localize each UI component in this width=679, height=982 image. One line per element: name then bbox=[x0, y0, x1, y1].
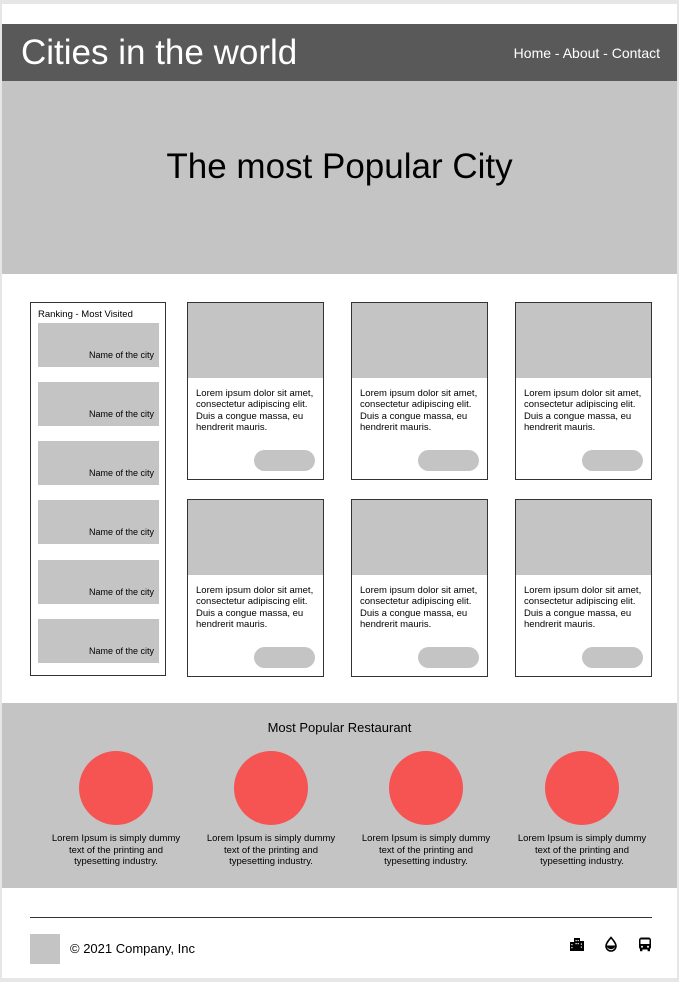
card-button[interactable] bbox=[418, 450, 479, 471]
site-title: Cities in the world bbox=[21, 33, 298, 72]
ranking-item[interactable]: Name of the city bbox=[38, 619, 159, 663]
card-button[interactable] bbox=[254, 647, 315, 668]
company-logo bbox=[30, 934, 60, 964]
nav-contact-link[interactable]: Contact bbox=[611, 45, 660, 61]
card-button[interactable] bbox=[254, 450, 315, 471]
bus-icon[interactable] bbox=[637, 936, 653, 952]
restaurant-item: Lorem Ipsum is simply dummy text of the … bbox=[206, 751, 336, 868]
restaurant-text: Lorem Ipsum is simply dummy text of the … bbox=[51, 833, 181, 867]
card-image bbox=[188, 500, 323, 575]
card-text: Lorem ipsum dolor sit amet, consectetur … bbox=[360, 585, 478, 630]
hero-banner: The most Popular City bbox=[2, 81, 677, 274]
city-icon[interactable] bbox=[569, 936, 585, 952]
page: Cities in the world Home - About - Conta… bbox=[2, 4, 677, 978]
ranking-panel: Ranking - Most Visited Name of the city … bbox=[30, 302, 166, 676]
restaurant-image[interactable] bbox=[234, 751, 308, 825]
card-button[interactable] bbox=[582, 647, 643, 668]
card-image bbox=[352, 303, 487, 378]
card-text: Lorem ipsum dolor sit amet, consectetur … bbox=[196, 585, 314, 630]
nav-separator: - bbox=[599, 45, 612, 61]
card-button[interactable] bbox=[418, 647, 479, 668]
restaurants-title: Most Popular Restaurant bbox=[267, 720, 412, 735]
ranking-item-label: Name of the city bbox=[88, 468, 154, 478]
restaurant-text: Lorem Ipsum is simply dummy text of the … bbox=[361, 833, 491, 867]
ranking-item[interactable]: Name of the city bbox=[38, 560, 159, 604]
hero-title: The most Popular City bbox=[166, 147, 513, 186]
restaurant-item: Lorem Ipsum is simply dummy text of the … bbox=[361, 751, 491, 868]
card-image bbox=[188, 303, 323, 378]
ranking-item[interactable]: Name of the city bbox=[38, 382, 159, 426]
footer-divider bbox=[30, 917, 652, 918]
restaurant-image[interactable] bbox=[79, 751, 153, 825]
restaurant-image[interactable] bbox=[389, 751, 463, 825]
restaurants-section: Most Popular Restaurant Lorem Ipsum is s… bbox=[2, 703, 677, 888]
copyright-text: © 2021 Company, Inc bbox=[70, 941, 195, 956]
card-button[interactable] bbox=[582, 450, 643, 471]
city-card: Lorem ipsum dolor sit amet, consectetur … bbox=[187, 499, 324, 677]
nav-separator: - bbox=[551, 45, 563, 61]
card-image bbox=[352, 500, 487, 575]
restaurant-item: Lorem Ipsum is simply dummy text of the … bbox=[517, 751, 647, 868]
nav-home-link[interactable]: Home bbox=[513, 45, 552, 61]
header: Cities in the world Home - About - Conta… bbox=[2, 24, 677, 81]
restaurant-image[interactable] bbox=[545, 751, 619, 825]
city-card: Lorem ipsum dolor sit amet, consectetur … bbox=[515, 302, 652, 480]
restaurant-item: Lorem Ipsum is simply dummy text of the … bbox=[51, 751, 181, 868]
city-card: Lorem ipsum dolor sit amet, consectetur … bbox=[515, 499, 652, 677]
ranking-item-label: Name of the city bbox=[88, 527, 154, 537]
card-image bbox=[516, 303, 651, 378]
card-text: Lorem ipsum dolor sit amet, consectetur … bbox=[360, 388, 478, 433]
city-card: Lorem ipsum dolor sit amet, consectetur … bbox=[351, 499, 488, 677]
restaurant-text: Lorem Ipsum is simply dummy text of the … bbox=[517, 833, 647, 867]
main-nav: Home - About - Contact bbox=[514, 45, 660, 61]
city-card: Lorem ipsum dolor sit amet, consectetur … bbox=[187, 302, 324, 480]
card-image bbox=[516, 500, 651, 575]
nav-about-link[interactable]: About bbox=[562, 45, 600, 61]
ranking-item-label: Name of the city bbox=[88, 350, 154, 360]
ranking-item[interactable]: Name of the city bbox=[38, 500, 159, 544]
card-text: Lorem ipsum dolor sit amet, consectetur … bbox=[524, 585, 642, 630]
footer-icons bbox=[569, 936, 653, 952]
ranking-item[interactable]: Name of the city bbox=[38, 441, 159, 485]
ranking-item[interactable]: Name of the city bbox=[38, 323, 159, 367]
ranking-title: Ranking - Most Visited bbox=[38, 309, 133, 320]
card-text: Lorem ipsum dolor sit amet, consectetur … bbox=[524, 388, 642, 433]
ranking-item-label: Name of the city bbox=[88, 587, 154, 597]
water-drop-icon[interactable] bbox=[603, 936, 619, 952]
ranking-item-label: Name of the city bbox=[88, 646, 154, 656]
restaurant-text: Lorem Ipsum is simply dummy text of the … bbox=[206, 833, 336, 867]
city-card: Lorem ipsum dolor sit amet, consectetur … bbox=[351, 302, 488, 480]
card-text: Lorem ipsum dolor sit amet, consectetur … bbox=[196, 388, 314, 433]
ranking-item-label: Name of the city bbox=[88, 409, 154, 419]
